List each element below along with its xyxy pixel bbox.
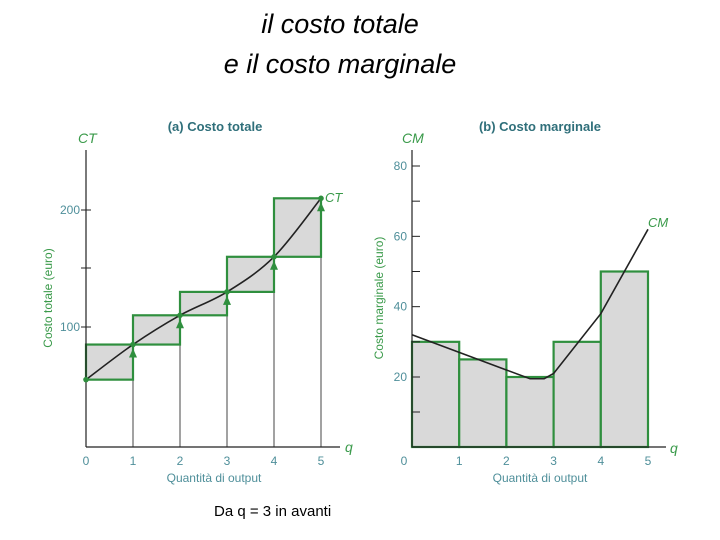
chart-b-x-tick-2: 2: [503, 454, 510, 468]
chart-b-axes: [411, 150, 666, 448]
chart-a-arrow-head-3: [223, 295, 231, 305]
slide-title-line-2: e il costo marginale: [223, 49, 457, 79]
chart-a-x-ticks: 0 1 2 3 4 5: [83, 454, 325, 468]
chart-b-y-tick-1: 40: [394, 300, 408, 314]
chart-b-bar-3: [505, 375, 555, 449]
chart-b-curve-label: CM: [648, 215, 668, 230]
chart-a-ylabel: Costo totale (euro): [41, 248, 55, 347]
chart-b-bar-4: [552, 340, 602, 449]
chart-a-arrows: [129, 202, 325, 378]
chart-b-x-tick-5: 5: [645, 454, 652, 468]
chart-a-point-3: [224, 289, 230, 295]
chart-a-x-tick-4: 4: [271, 454, 278, 468]
chart-a-x-axis-name: q: [345, 439, 353, 455]
chart-b-x-tick-4: 4: [597, 454, 604, 468]
chart-b-xlabel: Quantità di output: [493, 471, 588, 485]
chart-b-y-tick-0: 20: [394, 370, 408, 384]
chart-a-arrow-head-4: [270, 260, 278, 270]
chart-a-y-tick-1: 200: [60, 203, 80, 217]
chart-a-point-2: [177, 312, 183, 319]
chart-b-ylabel: Costo marginale (euro): [372, 237, 386, 360]
slide-footnote: Da q = 3 in avanti: [214, 503, 332, 520]
chart-a-x-tick-3: 3: [224, 454, 231, 468]
chart-b-y-tick-3: 80: [394, 159, 408, 173]
chart-b-y-axis-name: CM: [402, 130, 424, 146]
chart-total-cost: (a) Costo totale CT q Costo totale (euro…: [41, 119, 353, 485]
chart-b-y-ticks: 20 40 60 80: [394, 159, 420, 413]
chart-b-x-tick-1: 1: [456, 454, 463, 468]
chart-a-y-axis-name: CT: [78, 130, 98, 146]
chart-a-point-0: [83, 376, 89, 383]
chart-a-x-tick-0: 0: [83, 454, 90, 468]
chart-b-bar-1: [410, 340, 461, 449]
slide-title-line-1: il costo totale: [261, 9, 419, 39]
chart-b-bar-2: [458, 358, 508, 449]
chart-b-x-axis-name: q: [670, 440, 678, 456]
chart-b-bar-5: [599, 270, 650, 449]
chart-a-axes: [85, 150, 340, 448]
chart-a-title: (a) Costo totale: [168, 119, 263, 134]
chart-a-x-tick-1: 1: [130, 454, 137, 468]
chart-a-arrow-head-1: [129, 348, 137, 358]
chart-a-arrow-head-5: [317, 202, 325, 212]
chart-a-y-ticks: 100 200: [60, 203, 91, 334]
chart-b-bars: [410, 270, 650, 449]
chart-a-arrow-head-2: [176, 319, 184, 329]
chart-a-y-tick-0: 100: [60, 320, 80, 334]
chart-b-x-ticks: 0 1 2 3 4 5: [401, 454, 652, 468]
chart-marginal-cost: (b) Costo marginale CM q Costo marginale…: [372, 119, 678, 485]
chart-a-xlabel: Quantità di output: [167, 471, 262, 485]
chart-a-x-tick-5: 5: [318, 454, 325, 468]
chart-a-point-1: [130, 341, 136, 348]
chart-b-x-tick-3: 3: [550, 454, 557, 468]
chart-b-x-tick-0: 0: [401, 454, 408, 468]
chart-b-y-tick-2: 60: [394, 229, 408, 243]
chart-b-title: (b) Costo marginale: [479, 119, 601, 134]
chart-a-ct-curve: [85, 197, 322, 381]
chart-a-point-4: [271, 253, 277, 260]
chart-b-cm-curve: [411, 228, 649, 380]
chart-a-x-tick-2: 2: [177, 454, 184, 468]
chart-a-curve-label: CT: [325, 190, 343, 205]
chart-a-points: [83, 195, 324, 383]
chart-a-point-5: [318, 195, 324, 202]
